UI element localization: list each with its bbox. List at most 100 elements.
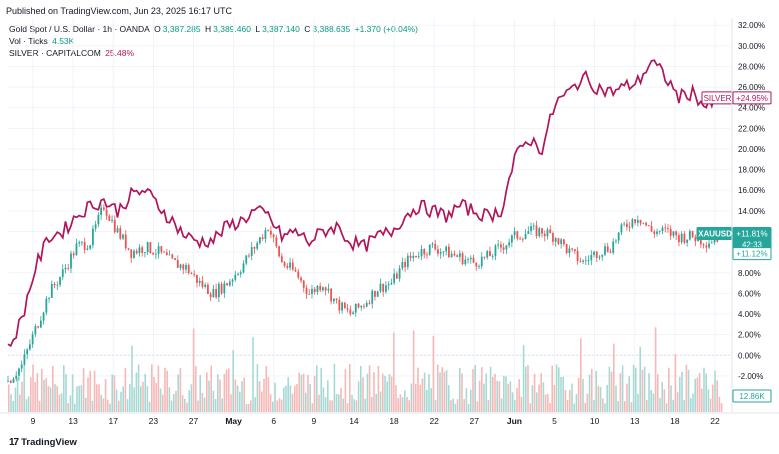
volume-bar xyxy=(335,394,338,412)
volume-bar xyxy=(280,399,283,412)
volume-bar xyxy=(69,395,72,412)
volume-bar xyxy=(659,398,661,412)
volume-bar xyxy=(175,390,177,412)
volume-bar xyxy=(159,388,162,412)
gold-candle xyxy=(639,219,642,224)
x-tick-label: 17 xyxy=(109,416,119,426)
gold-candle xyxy=(368,302,371,304)
gold-candle xyxy=(469,257,472,260)
gold-candle xyxy=(571,248,574,250)
volume-bar xyxy=(58,394,61,412)
gold-candle xyxy=(275,237,278,247)
gold-candle xyxy=(160,246,163,252)
gold-candle xyxy=(154,253,157,255)
volume-bar xyxy=(234,379,237,412)
volume-bar xyxy=(558,367,560,412)
volume-bar xyxy=(10,394,12,412)
silver-tag: SILVER xyxy=(704,94,732,103)
x-tick-label: 6 xyxy=(271,416,276,426)
gold-candle xyxy=(486,251,489,258)
volume-bar xyxy=(142,381,144,412)
gold-candle xyxy=(357,303,360,308)
gold-candle xyxy=(319,285,322,291)
volume-value-label-box xyxy=(732,389,772,403)
volume-bar xyxy=(258,381,261,412)
gold-candle xyxy=(554,238,557,242)
gold-candle xyxy=(595,251,598,258)
volume-bar xyxy=(93,370,96,412)
gold-candle xyxy=(53,283,56,286)
volume-bar xyxy=(619,373,622,412)
tradingview-logo[interactable]: 17 TradingView xyxy=(9,437,77,448)
legend-gold[interactable]: Gold Spot / U.S. Dollar · 1h · OANDA O 3,… xyxy=(9,24,420,34)
legend-volume[interactable]: Vol · Ticks 4.53K xyxy=(9,36,76,46)
volume-bar xyxy=(674,354,677,412)
volume-bar xyxy=(445,370,448,412)
volume-bar xyxy=(14,387,17,412)
volume-bar xyxy=(342,398,344,412)
y-tick-label: 28.00% xyxy=(738,62,765,71)
gold-candle xyxy=(165,252,168,255)
gold-candle xyxy=(563,239,565,245)
volume-bar xyxy=(241,381,243,412)
gold-candle xyxy=(237,274,239,275)
volume-bar xyxy=(586,393,589,412)
volume-bar xyxy=(582,378,584,412)
gold-candle xyxy=(256,242,259,249)
volume-bar xyxy=(56,385,58,412)
legend-high: 3,389.460 xyxy=(213,24,251,34)
gold-candle xyxy=(393,273,396,283)
volume-bar xyxy=(419,384,421,412)
gold-candle xyxy=(141,247,144,253)
volume-bar xyxy=(540,373,542,412)
volume-bar xyxy=(670,385,672,412)
gold-candle xyxy=(15,375,18,379)
volume-bar xyxy=(122,386,124,412)
gold-candle xyxy=(346,308,349,310)
volume-bar xyxy=(21,381,23,412)
gold-candle xyxy=(133,250,135,258)
volume-bar xyxy=(597,385,600,412)
gold-candle xyxy=(705,245,708,248)
gold-candle xyxy=(138,247,141,254)
volume-bar xyxy=(434,400,437,412)
gold-candle xyxy=(127,248,130,250)
gold-candle xyxy=(401,261,404,269)
gold-candle xyxy=(12,378,15,383)
legend-silver[interactable]: SILVER · CAPITALCOM 25.48% xyxy=(9,48,136,58)
volume-bar xyxy=(443,372,446,412)
volume-bar xyxy=(87,377,89,412)
gold-candle xyxy=(280,256,283,263)
volume-bar xyxy=(452,398,454,412)
volume-bar xyxy=(305,392,307,412)
volume-bar xyxy=(423,372,426,412)
x-tick-label: 5 xyxy=(552,416,557,426)
tradingview-logo-text: TradingView xyxy=(21,437,77,448)
volume-bar xyxy=(547,393,549,412)
gold-candle xyxy=(291,262,294,270)
gold-candle xyxy=(439,252,442,254)
silver-line xyxy=(7,59,721,348)
volume-bar xyxy=(146,386,149,412)
gold-candle xyxy=(587,260,590,262)
gold-candle xyxy=(406,255,409,268)
gold-candle xyxy=(81,241,83,243)
volume-bar xyxy=(283,387,285,412)
volume-bar xyxy=(45,377,47,412)
gold-candle xyxy=(297,271,300,278)
gold-candle xyxy=(552,233,554,242)
gold-candle xyxy=(568,248,571,253)
y-tick-label: 18.00% xyxy=(738,166,765,175)
gold-candle xyxy=(64,267,67,270)
volume-bar xyxy=(212,390,215,412)
gold-candle xyxy=(461,253,464,265)
x-tick-label: 27 xyxy=(189,416,199,426)
gold-candle xyxy=(352,312,354,315)
gold-candle xyxy=(497,244,500,246)
volume-bar xyxy=(252,337,254,412)
volume-bar xyxy=(692,393,694,412)
volume-bar xyxy=(580,338,582,412)
volume-bar xyxy=(533,373,536,412)
volume-bar xyxy=(421,378,424,412)
